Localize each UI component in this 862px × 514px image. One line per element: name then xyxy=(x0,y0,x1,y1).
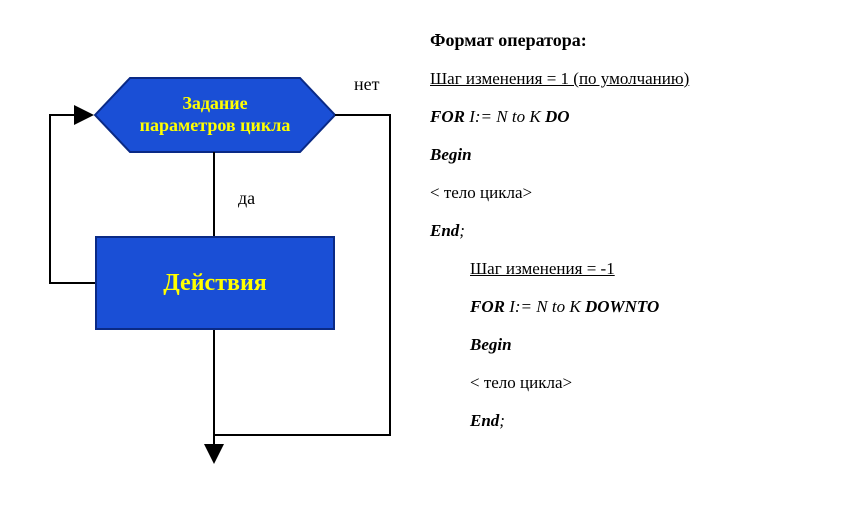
action-node: Действия xyxy=(95,236,335,330)
for1-keyword-for: FOR xyxy=(430,107,465,126)
end1: End; xyxy=(430,221,850,241)
label-no: нет xyxy=(354,74,380,95)
flowchart-diagram: Задание параметров цикла Действия нет да xyxy=(0,0,430,514)
step1-heading: Шаг изменения = 1 (по умолчанию) xyxy=(430,69,850,89)
step2-heading: Шаг изменения = -1 xyxy=(470,259,850,279)
for1-keyword-do: DO xyxy=(545,107,570,126)
edge-loop xyxy=(50,115,95,283)
end2-semi: ; xyxy=(499,411,505,430)
for2-k: K xyxy=(565,297,585,316)
for1-k: K xyxy=(525,107,545,126)
for2-to: to xyxy=(552,297,565,316)
end2: End; xyxy=(470,411,850,431)
for1-to: to xyxy=(512,107,525,126)
decision-node: Задание параметров цикла xyxy=(95,78,335,152)
for2-line: FOR I:= N to K DOWNTO xyxy=(470,297,850,317)
end1-semi: ; xyxy=(459,221,465,240)
label-yes: да xyxy=(238,188,255,209)
body2: < тело цикла> xyxy=(470,373,850,393)
for2-var: I:= N xyxy=(505,297,552,316)
for2-keyword-for: FOR xyxy=(470,297,505,316)
end1-text: End xyxy=(430,221,459,240)
for1-line: FOR I:= N to K DO xyxy=(430,107,850,127)
for1-var: I:= N xyxy=(465,107,512,126)
end2-text: End xyxy=(470,411,499,430)
action-text: Действия xyxy=(163,270,267,297)
begin1: Begin xyxy=(430,145,850,165)
begin2: Begin xyxy=(470,335,850,355)
decision-text-line1: Задание xyxy=(182,93,247,115)
operator-format-text: Формат оператора: Шаг изменения = 1 (по … xyxy=(430,30,850,449)
decision-text-line2: параметров цикла xyxy=(140,115,291,137)
section-title: Формат оператора: xyxy=(430,30,850,51)
body1: < тело цикла> xyxy=(430,183,850,203)
for2-keyword-downto: DOWNTO xyxy=(585,297,659,316)
